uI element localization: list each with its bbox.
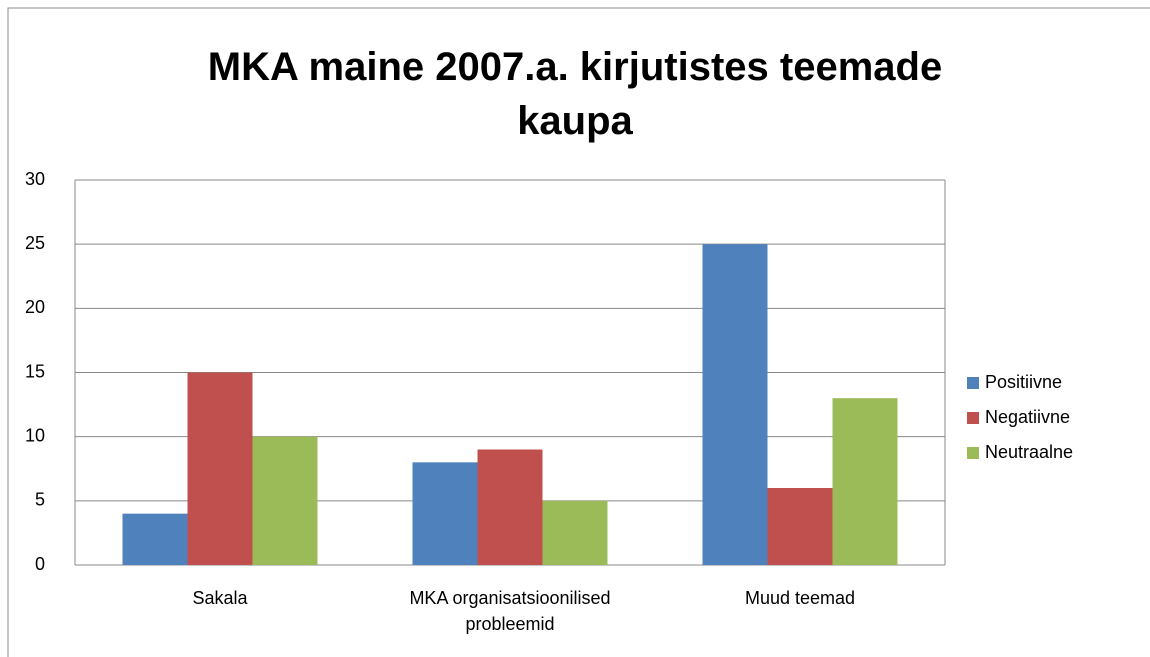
legend-label: Negatiivne <box>985 407 1070 427</box>
legend-label: Positiivne <box>985 372 1062 392</box>
bar <box>187 372 253 565</box>
chart-title: MKA maine 2007.a. kirjutistes teemade ka… <box>207 45 943 143</box>
y-tick-label: 20 <box>25 297 45 317</box>
bar <box>542 500 608 565</box>
bar <box>702 244 768 565</box>
bar <box>122 513 188 565</box>
bar <box>477 449 543 565</box>
bar <box>412 462 478 565</box>
y-tick-label: 10 <box>25 425 45 445</box>
legend-swatch <box>967 377 979 389</box>
bar <box>832 398 898 565</box>
chart-frame <box>7 7 1150 657</box>
legend-swatch <box>967 447 979 459</box>
y-tick-label: 15 <box>25 361 45 381</box>
bar <box>767 488 833 565</box>
bar <box>252 436 318 565</box>
x-tick-label: MKA organisatsioonilised probleemid <box>409 588 611 634</box>
y-tick-label: 5 <box>35 490 45 510</box>
legend-swatch <box>967 412 979 424</box>
y-tick-label: 30 <box>25 169 45 189</box>
y-tick-label: 25 <box>25 233 45 253</box>
y-tick-label: 0 <box>35 554 45 574</box>
x-tick-label: Sakala <box>192 588 248 608</box>
x-tick-label: Muud teemad <box>744 588 856 608</box>
legend-label: Neutraalne <box>985 442 1073 462</box>
